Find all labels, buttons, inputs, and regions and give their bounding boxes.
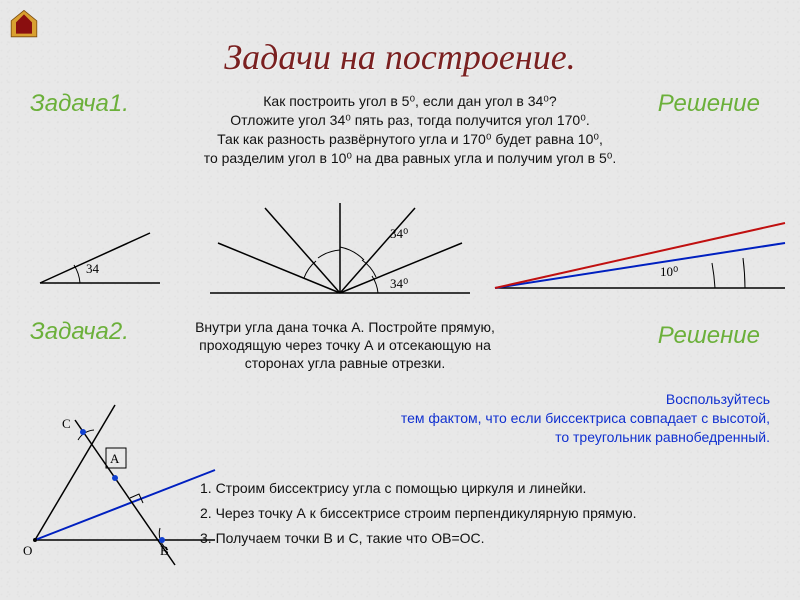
task1-line2: Отложите угол 34⁰ пять раз, тогда получи…: [170, 111, 650, 130]
task1-line1: Как построить угол в 5⁰, если дан угол в…: [170, 92, 650, 111]
point-A-label: А: [110, 451, 120, 466]
point-B-label: В: [160, 543, 169, 558]
task2-steps: 1. Строим биссектрису угла с помощью цир…: [200, 478, 780, 553]
task1-line3: Так как разность развёрнутого угла и 170…: [170, 130, 650, 149]
diagram-1b-label-top: 34⁰: [390, 226, 408, 241]
hint-line2: то треугольник равнобедренный.: [190, 428, 770, 447]
diagram-1b: 34⁰ 34⁰: [200, 198, 480, 308]
task2-label: Задача2.: [30, 318, 129, 346]
diagram-1a: 34: [30, 223, 170, 303]
page-title: Задачи на построение.: [0, 36, 800, 78]
point-C-label: С: [62, 416, 71, 431]
step-1: 1. Строим биссектрису угла с помощью цир…: [200, 478, 780, 499]
solution2-label: Решение: [658, 322, 760, 350]
task1-diagrams: 34 34⁰ 34⁰ 10⁰: [20, 198, 780, 308]
hint-line1: тем фактом, что если биссектриса совпада…: [190, 409, 770, 428]
diagram-1c: 10⁰: [490, 213, 790, 303]
point-O-label: O: [23, 543, 32, 558]
hint-lead: Воспользуйтесь: [666, 391, 770, 407]
step-3: 3. Получаем точки В и С, такие что ОВ=ОС…: [200, 528, 780, 549]
task2-hint: Воспользуйтесь тем фактом, что если бисс…: [190, 390, 770, 447]
diagram-1a-label: 34: [86, 261, 100, 276]
task1-label: Задача1.: [30, 90, 129, 118]
solution1-label: Решение: [658, 90, 760, 118]
diagram-1b-label-bottom: 34⁰: [390, 276, 408, 291]
diagram-1c-label: 10⁰: [660, 264, 678, 279]
task1-text: Как построить угол в 5⁰, если дан угол в…: [170, 92, 650, 168]
step-2: 2. Через точку А к биссектрисе строим пе…: [200, 503, 780, 524]
task1-line4: то разделим угол в 10⁰ на два равных угл…: [170, 149, 650, 168]
task2-text: Внутри угла дана точка А. Постройте прям…: [175, 318, 515, 373]
